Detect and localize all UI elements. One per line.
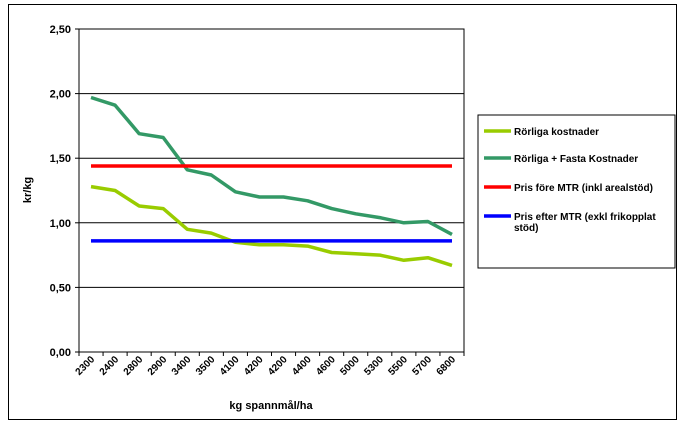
series-line-r-rliga-kostnader <box>90 184 453 268</box>
legend-label: Pris efter MTR (exkl frikopplat <box>514 212 656 223</box>
x-tick-label: 5300 <box>362 354 386 378</box>
legend-label: Pris före MTR (inkl arealstöd) <box>514 183 653 194</box>
x-tick-label: 4200 <box>242 354 266 378</box>
x-tick-label: 4200 <box>266 354 290 378</box>
y-tick-label: 0,50 <box>50 282 71 294</box>
series-layer <box>90 95 453 268</box>
x-tick-label: 5500 <box>386 354 410 378</box>
legend-label: Rörliga + Fasta Kostnader <box>514 154 638 165</box>
x-tick-label: 4400 <box>290 354 314 378</box>
x-tick-label: 2800 <box>122 354 146 378</box>
x-tick-label: 2400 <box>98 354 122 378</box>
x-tick-label: 4100 <box>218 354 242 378</box>
x-tick-label: 4600 <box>314 354 338 378</box>
legend-label: Rörliga kostnader <box>514 127 599 138</box>
legend: Rörliga kostnader Rörliga + Fasta Kostnad… <box>484 127 656 234</box>
legend-label: stöd) <box>514 223 538 234</box>
x-tick-label: 3500 <box>194 354 218 378</box>
chart-area: 0,00 0,50 1,00 1,50 2,00 2,50 2300 2400 2800 290… <box>8 4 677 420</box>
x-tick-label: 5000 <box>338 354 362 378</box>
x-tick-label: 6800 <box>435 354 459 378</box>
y-axis-title: kr/kg <box>22 177 34 203</box>
y-tick-label: 0,00 <box>50 347 71 359</box>
plot-area <box>78 28 465 353</box>
series-line-r-rliga-fasta-kostnader <box>90 95 453 236</box>
y-tick-label: 2,50 <box>50 24 71 36</box>
y-axis-ticks: 0,00 0,50 1,00 1,50 2,00 2,50 <box>50 24 79 359</box>
y-tick-label: 1,50 <box>50 153 71 165</box>
y-tick-label: 2,00 <box>50 89 71 101</box>
line-chart: 0,00 0,50 1,00 1,50 2,00 2,50 2300 2400 2800 290… <box>22 24 676 412</box>
x-axis-title: kg spannmål/ha <box>229 400 313 412</box>
x-tick-label: 2900 <box>146 354 170 378</box>
x-tick-label: 3400 <box>170 354 194 378</box>
x-tick-label: 5700 <box>411 354 435 378</box>
x-tick-label: 2300 <box>74 354 98 378</box>
legend-box <box>477 114 676 269</box>
y-tick-label: 1,00 <box>50 218 71 230</box>
x-axis-ticks: 2300 2400 2800 2900 3400 3500 4100 4200 4200 4400… <box>74 352 465 378</box>
